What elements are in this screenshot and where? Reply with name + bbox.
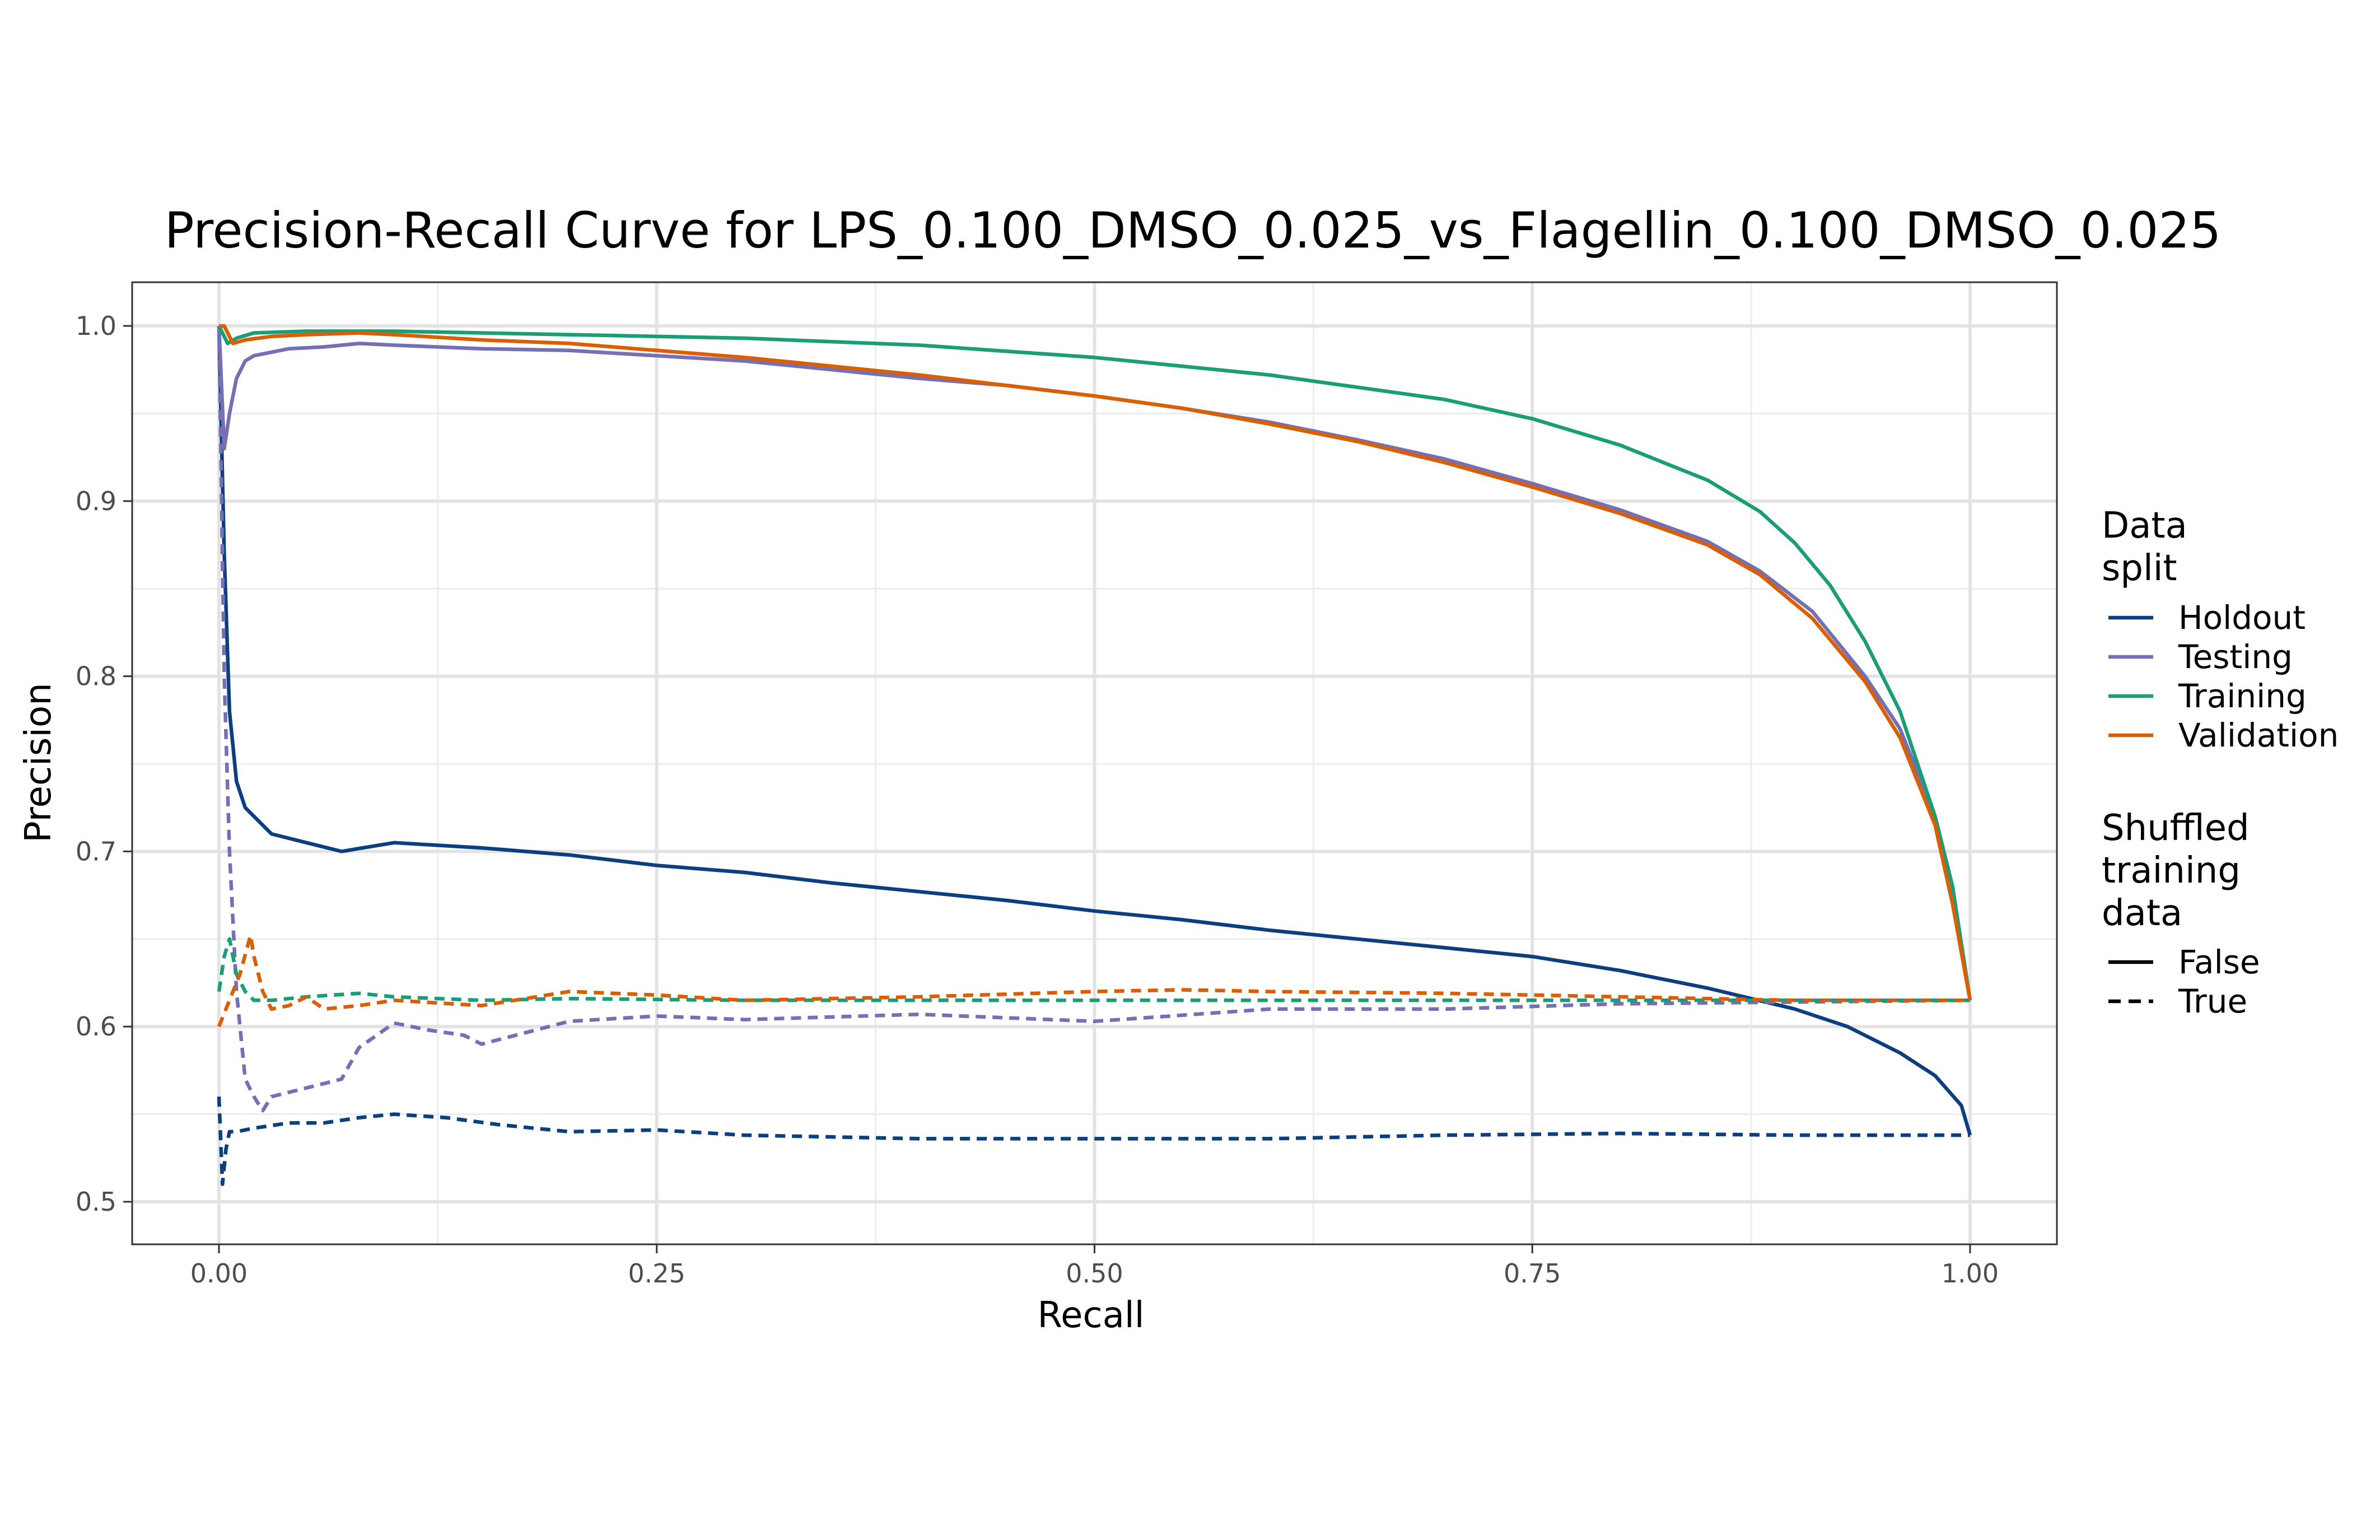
legend-linetype-title: Shuffled training data xyxy=(2102,808,2250,934)
x-axis: 0.00 0.25 0.50 0.75 1.00 xyxy=(190,1244,1999,1289)
legend-title-line: Data xyxy=(2102,505,2187,547)
series-line-testing-shuffled xyxy=(217,325,1971,1113)
legend-label-holdout: Holdout xyxy=(2178,599,2306,637)
x-axis-title: Recall xyxy=(1038,1295,1145,1336)
plot-panel xyxy=(131,281,2058,1245)
x-tick-label: 0.75 xyxy=(1504,1258,1561,1289)
y-tick-label: 0.6 xyxy=(76,1011,116,1042)
series-line-validation-unshuffled xyxy=(219,324,1972,1001)
y-axis-title: Precision xyxy=(18,683,59,843)
legend-label-validation: Validation xyxy=(2178,716,2339,754)
legend-title-line: split xyxy=(2102,548,2177,589)
y-tick-label: 0.9 xyxy=(76,486,116,516)
y-tick-label: 0.5 xyxy=(76,1187,116,1217)
y-tick-label: 1.0 xyxy=(76,311,116,341)
series-layer xyxy=(217,324,1972,1186)
series-line-holdout-shuffled xyxy=(217,1096,1970,1186)
chart-title: Precision-Recall Curve for LPS_0.100_DMS… xyxy=(165,202,2222,259)
series-line-training-unshuffled xyxy=(217,325,1972,1001)
legend-label-false: False xyxy=(2178,943,2260,981)
legend-label-training: Training xyxy=(2178,677,2307,715)
legend: Data splitHoldoutTestingTrainingValidatio… xyxy=(2102,505,2339,1020)
y-tick-label: 0.8 xyxy=(76,661,116,692)
series-line-validation-shuffled xyxy=(217,934,1970,1028)
legend-title-line: Shuffled xyxy=(2102,808,2250,849)
y-tick-label: 0.7 xyxy=(76,836,116,866)
x-tick-label: 0.50 xyxy=(1066,1258,1123,1289)
legend-title-line: data xyxy=(2102,893,2182,934)
legend-title-line: training xyxy=(2102,850,2241,892)
series-line-holdout-unshuffled xyxy=(217,325,1972,1136)
y-axis: 0.5 0.6 0.7 0.8 0.9 1.0 xyxy=(76,311,132,1217)
x-tick-label: 0.00 xyxy=(190,1258,248,1289)
x-tick-label: 1.00 xyxy=(1942,1258,1999,1289)
legend-label-testing: Testing xyxy=(2178,638,2293,676)
x-tick-label: 0.25 xyxy=(628,1258,685,1289)
legend-label-true: True xyxy=(2178,982,2247,1020)
legend-color-title: Data split xyxy=(2102,505,2187,589)
major-gridlines xyxy=(132,282,2057,1244)
